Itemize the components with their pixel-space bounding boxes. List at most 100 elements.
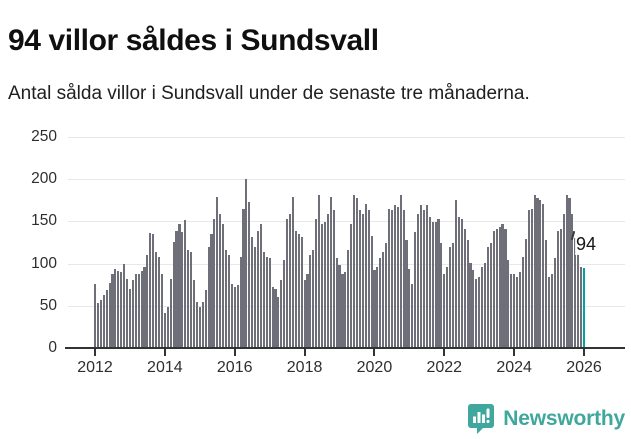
- gridline: [68, 179, 625, 181]
- bar: [315, 218, 318, 347]
- bar: [492, 230, 495, 347]
- bar: [297, 233, 300, 347]
- bar: [466, 239, 469, 347]
- bar: [545, 239, 548, 347]
- bar: [341, 273, 344, 347]
- bar: [181, 232, 184, 347]
- bar: [111, 273, 114, 347]
- bar: [405, 239, 408, 347]
- bar: [338, 265, 341, 347]
- bar: [440, 243, 443, 347]
- bar: [286, 218, 289, 347]
- bar: [201, 302, 204, 347]
- bar: [242, 208, 245, 347]
- bar: [550, 273, 554, 347]
- bar: [262, 251, 265, 347]
- x-axis-label: 2014: [147, 359, 183, 376]
- bar: [353, 195, 356, 347]
- x-axis-tick: [163, 349, 166, 356]
- bar: [155, 251, 158, 347]
- bar: [254, 246, 257, 347]
- bar: [207, 246, 210, 347]
- bar: [385, 243, 388, 347]
- bar: [140, 271, 143, 347]
- gridline: [68, 263, 625, 265]
- bar: [422, 210, 425, 347]
- bar: [437, 218, 440, 347]
- bar: [321, 223, 324, 347]
- bar: [335, 258, 338, 347]
- bar: [178, 223, 181, 347]
- gridline: [68, 137, 625, 138]
- x-axis-tick: [373, 349, 376, 356]
- bar: [460, 218, 463, 347]
- y-axis-label: 0: [48, 339, 57, 356]
- bar: [306, 273, 309, 347]
- bar: [446, 266, 449, 347]
- bar: [350, 223, 353, 347]
- bar: [414, 232, 417, 347]
- bar: [326, 213, 329, 347]
- bar: [312, 249, 315, 347]
- bar: [425, 205, 428, 347]
- bar: [283, 260, 286, 347]
- bar: [452, 243, 455, 347]
- bar: [114, 268, 117, 347]
- y-axis-label: 100: [31, 254, 57, 272]
- bar: [574, 238, 577, 347]
- x-axis-line: [65, 347, 625, 349]
- bar: [239, 256, 242, 347]
- bar: [198, 307, 201, 347]
- bar: [303, 280, 306, 347]
- bar: [376, 266, 379, 347]
- newsworthy-attribution[interactable]: Newsworthy: [467, 403, 625, 435]
- bar: [268, 258, 271, 347]
- bar: [245, 179, 248, 347]
- bar: [486, 246, 490, 347]
- bar: [102, 294, 105, 347]
- bar: [251, 237, 254, 347]
- bar: [562, 213, 565, 347]
- x-axis-tick: [443, 349, 446, 356]
- bar: [99, 299, 102, 347]
- bar: [277, 297, 280, 347]
- chart-subtitle: Antal sålda villor i Sundsvall under de …: [8, 83, 530, 104]
- bar: [501, 223, 504, 347]
- bar: [367, 210, 370, 347]
- x-axis-tick: [582, 349, 585, 356]
- bar: [163, 313, 166, 347]
- bar: [146, 255, 149, 347]
- bar: [166, 306, 169, 347]
- bar: [134, 273, 137, 347]
- bar: [559, 228, 562, 347]
- bar: [484, 263, 487, 347]
- x-axis-label: 2018: [286, 359, 323, 376]
- bar: [472, 270, 475, 347]
- y-axis-label: 50: [39, 296, 57, 314]
- bar: [274, 288, 277, 347]
- bar: [219, 213, 222, 347]
- bar: [364, 203, 367, 347]
- x-axis-tick: [94, 349, 96, 356]
- bar: [568, 198, 571, 347]
- bar: [443, 273, 446, 347]
- bar: [224, 249, 228, 347]
- bar: [323, 222, 327, 347]
- bar: [361, 213, 364, 347]
- bar: [489, 243, 492, 347]
- bar: [408, 268, 411, 347]
- bar: [131, 280, 134, 347]
- bar: [553, 258, 556, 347]
- bar: [495, 228, 498, 347]
- y-axis-label: 150: [31, 212, 57, 230]
- bar: [294, 230, 297, 347]
- bar: [419, 205, 423, 347]
- newsworthy-brand-text[interactable]: Newsworthy: [503, 407, 625, 430]
- bar: [358, 210, 361, 347]
- bar: [169, 279, 172, 347]
- x-axis-label: 2024: [496, 359, 532, 376]
- bar: [387, 208, 391, 347]
- bar: [539, 200, 542, 347]
- bar: [399, 195, 402, 347]
- bar: [344, 271, 347, 347]
